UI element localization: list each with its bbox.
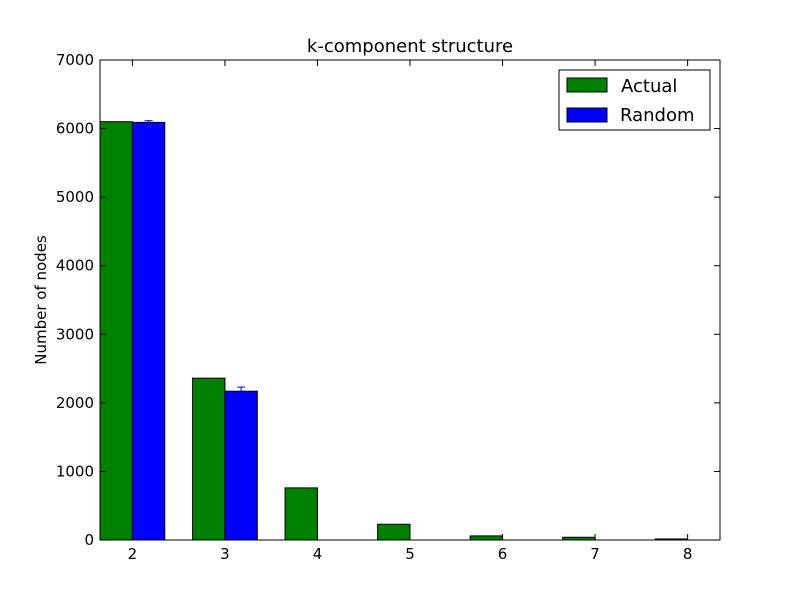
- bar-actual-3: [192, 377, 226, 541]
- x-tick-label-5: 5: [405, 545, 415, 563]
- y-tick-label-4000: 4000: [56, 257, 94, 275]
- errorbar-random-3: [237, 386, 246, 396]
- legend-swatch-random: [566, 107, 608, 123]
- x-tick-label-2: 2: [128, 545, 138, 563]
- x-tick-label-8: 8: [683, 545, 693, 563]
- bar-random-3: [224, 390, 258, 541]
- bar-actual-2: [99, 121, 133, 541]
- x-tick-label-6: 6: [498, 545, 508, 563]
- x-tick-label-3: 3: [220, 545, 230, 563]
- x-tick-label-7: 7: [590, 545, 600, 563]
- y-tick-label-6000: 6000: [56, 120, 94, 138]
- bar-random-2: [131, 121, 166, 541]
- y-axis-label: Number of nodes: [32, 235, 50, 365]
- legend-swatch-actual: [566, 77, 608, 93]
- y-tick-label-5000: 5000: [56, 188, 94, 206]
- y-tick-label-2000: 2000: [56, 394, 94, 412]
- legend-label-actual: Actual: [621, 76, 677, 97]
- bar-actual-4: [284, 487, 318, 541]
- legend: Actual Random: [558, 69, 711, 131]
- chart-title: k-component structure: [307, 36, 513, 57]
- x-tick-label-4: 4: [313, 545, 323, 563]
- legend-label-random: Random: [620, 105, 695, 126]
- bar-actual-6: [469, 535, 504, 541]
- errorbar-random-2: [144, 120, 153, 125]
- y-tick-label-3000: 3000: [56, 325, 94, 343]
- y-tick-label-7000: 7000: [56, 51, 94, 69]
- y-tick-label-1000: 1000: [56, 462, 94, 480]
- plot-area: 0 1000 2000 3000 4000 5000 6000 7000 2 3 4 5 6 7 8: [56, 51, 721, 563]
- y-tick-label-0: 0: [84, 531, 94, 549]
- bar-actual-5: [377, 523, 411, 541]
